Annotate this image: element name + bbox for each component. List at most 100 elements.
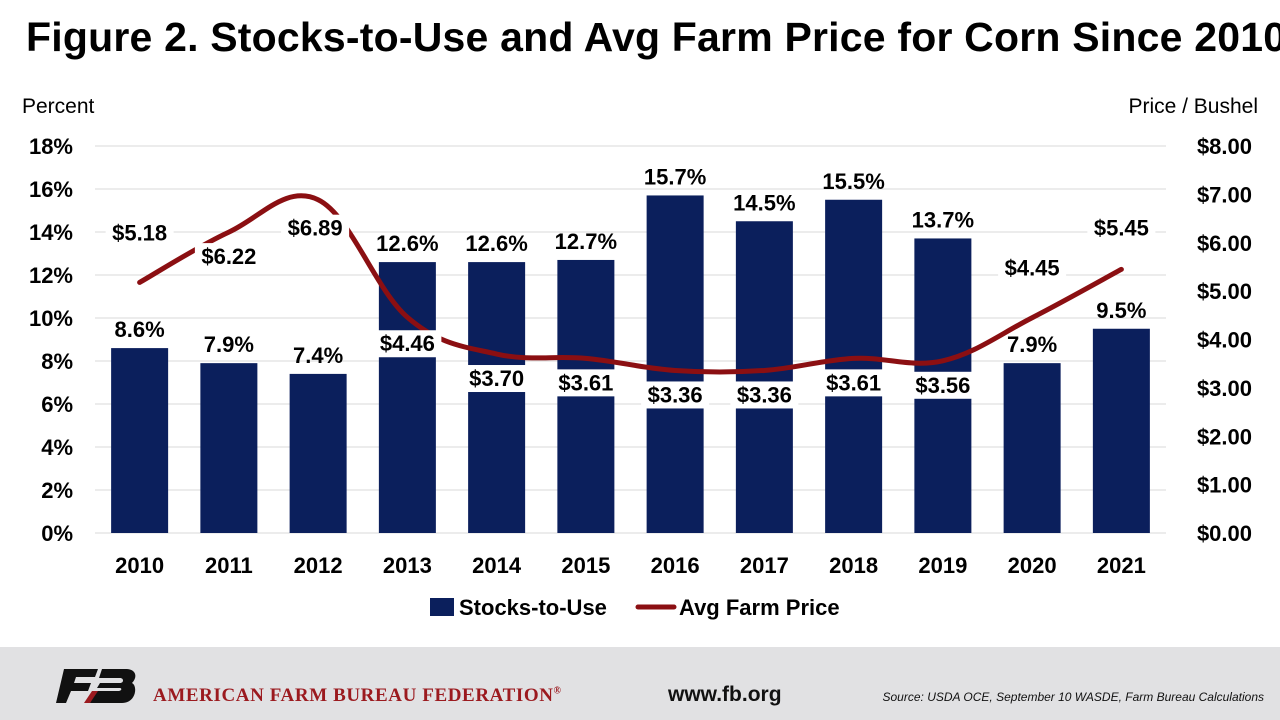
price-label-bg (819, 369, 888, 397)
price-value-label: $3.36 (737, 382, 792, 407)
bar-value-label: 13.7% (912, 207, 974, 232)
x-axis: 2010 2011 2012 2013 2014 2015 2016 2017 2018 2019… (115, 553, 1146, 578)
y-right-tick-label: $1.00 (1197, 473, 1252, 498)
price-label-bg (730, 381, 799, 409)
price-value-label: $4.46 (380, 331, 435, 356)
price-label-bg (641, 381, 710, 409)
price-value-label: $4.45 (1005, 256, 1060, 281)
y-right-tick-label: $3.00 (1197, 376, 1252, 401)
price-value-label: $3.61 (558, 370, 613, 395)
x-tick-label: 2015 (561, 553, 610, 578)
bar-2018 (825, 199, 883, 533)
x-tick-label: 2011 (205, 553, 253, 578)
bar-value-label: 12.6% (465, 231, 527, 256)
legend-label-avg-farm-price: Avg Farm Price (679, 595, 840, 620)
x-tick-label: 2020 (1008, 553, 1057, 578)
website-link[interactable]: www.fb.org (668, 683, 782, 706)
y-right-axis-title: Price / Bushel (1128, 95, 1258, 118)
x-tick-label: 2013 (383, 553, 432, 578)
bar-2020 (1003, 363, 1061, 533)
x-tick-label: 2021 (1097, 553, 1146, 578)
y-left-tick-label: 8% (41, 349, 73, 374)
x-tick-label: 2018 (829, 553, 878, 578)
bar-2016 (646, 195, 704, 533)
bar-2011 (200, 363, 258, 533)
y-right-tick-label: $4.00 (1197, 328, 1252, 353)
bar-2015 (557, 259, 615, 533)
bar-value-label: 12.7% (555, 229, 617, 254)
y-left-tick-label: 0% (41, 521, 73, 546)
y-right-axis: $0.00 $1.00 $2.00 $3.00 $4.00 $5.00 $6.00 $7.00… (1197, 134, 1252, 546)
chart-title: Figure 2. Stocks-to-Use and Avg Farm Pri… (26, 14, 1280, 60)
bar-2010 (111, 348, 169, 533)
y-left-tick-label: 2% (41, 478, 73, 503)
bar-2012 (289, 373, 347, 533)
bar-value-label: 15.7% (644, 164, 706, 189)
price-line (137, 193, 1124, 375)
price-label-bg (281, 214, 350, 242)
footer-bar: AMERICAN FARM BUREAU FEDERATION® www.fb.… (0, 647, 1280, 720)
combo-chart: 0% 2% 4% 6% 8% 10% 12% 14% 16% 18% $0.00 $1.00 $2.0… (29, 134, 1252, 620)
price-value-label: $3.56 (915, 373, 970, 398)
y-left-tick-label: 12% (29, 263, 73, 288)
bar-2021 (1092, 328, 1150, 533)
price-label-bg (194, 243, 263, 271)
x-tick-label: 2017 (740, 553, 789, 578)
y-right-tick-label: $7.00 (1197, 182, 1252, 207)
y-right-tick-label: $5.00 (1197, 279, 1252, 304)
y-left-tick-label: 18% (29, 134, 73, 159)
y-left-tick-label: 4% (41, 435, 73, 460)
price-label-bg (998, 254, 1067, 282)
price-label-bg (462, 365, 531, 393)
y-left-tick-label: 10% (29, 306, 73, 331)
legend: Stocks-to-Use Avg Farm Price (430, 595, 840, 620)
price-label-bg (373, 330, 442, 358)
price-label-bg (105, 219, 174, 247)
legend-swatch-stocks-to-use (430, 598, 454, 616)
source-note: Source: USDA OCE, September 10 WASDE, Fa… (882, 690, 1265, 704)
price-label-bg (551, 369, 620, 397)
y-right-tick-label: $2.00 (1197, 424, 1252, 449)
line-series-avg-farm-price (137, 193, 1124, 375)
bar-value-label: 9.5% (1096, 298, 1146, 323)
price-value-label: $3.70 (469, 366, 524, 391)
price-value-label: $3.61 (826, 370, 881, 395)
fb-logo-icon (56, 669, 136, 703)
y-left-axis: 0% 2% 4% 6% 8% 10% 12% 14% 16% 18% (29, 134, 73, 546)
y-left-tick-label: 16% (29, 177, 73, 202)
bar-value-label: 7.9% (204, 332, 254, 357)
registered-mark: ® (553, 685, 562, 697)
organization-name: AMERICAN FARM BUREAU FEDERATION® (153, 685, 562, 706)
price-value-label: $6.89 (288, 216, 343, 241)
price-value-label: $5.18 (112, 220, 167, 245)
price-value-label: $3.36 (648, 382, 703, 407)
line-data-labels: $5.18 $6.22 $6.89 $4.46 $3.70 $3.61 $3.36 $3.36… (105, 214, 1156, 409)
bar-2017 (735, 221, 793, 533)
y-left-tick-label: 14% (29, 220, 73, 245)
legend-label-stocks-to-use: Stocks-to-Use (459, 595, 607, 620)
x-tick-label: 2016 (651, 553, 700, 578)
y-right-tick-label: $8.00 (1197, 134, 1252, 159)
y-left-axis-title: Percent (22, 95, 95, 118)
bar-value-label: 7.4% (293, 343, 343, 368)
price-value-label: $5.45 (1094, 215, 1149, 240)
y-left-tick-label: 6% (41, 392, 73, 417)
gridlines (95, 145, 1166, 534)
price-value-label: $6.22 (201, 244, 256, 269)
x-tick-label: 2019 (918, 553, 967, 578)
bar-value-label: 8.6% (115, 317, 165, 342)
x-tick-label: 2010 (115, 553, 164, 578)
x-tick-label: 2012 (294, 553, 343, 578)
bar-value-label: 15.5% (822, 169, 884, 194)
price-label-bg (1087, 214, 1156, 242)
bar-data-labels: 8.6% 7.9% 7.4% 12.6% 12.6% 12.7% 15.7% 14.5% 15.… (115, 164, 1147, 367)
y-right-tick-label: $0.00 (1197, 521, 1252, 546)
bar-value-label: 14.5% (733, 190, 795, 215)
price-label-bg (908, 371, 977, 399)
bar-value-label: 12.6% (376, 231, 438, 256)
bar-2013 (378, 262, 436, 533)
bar-2014 (468, 262, 526, 533)
bar-value-label: 7.9% (1007, 332, 1057, 357)
x-tick-label: 2014 (472, 553, 522, 578)
y-right-tick-label: $6.00 (1197, 231, 1252, 256)
